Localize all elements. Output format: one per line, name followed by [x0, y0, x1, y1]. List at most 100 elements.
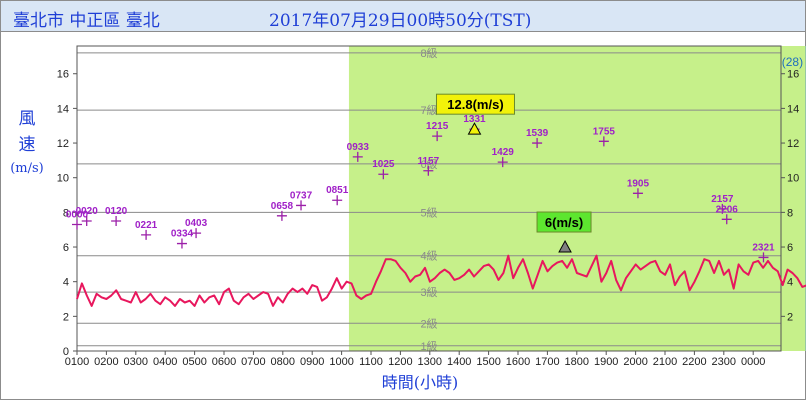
gust-marker — [81, 216, 92, 227]
right-tick-label: 8 — [787, 207, 793, 219]
gust-time-label: 0933 — [347, 142, 370, 153]
gust-time-label: 1905 — [627, 178, 650, 189]
gust-marker — [532, 138, 543, 149]
beaufort-level-label: 1級 — [420, 340, 437, 353]
x-axis-label: 時間(小時) — [382, 373, 459, 392]
title-bar: 臺北市 中正區 臺北 2017年07月29日00時50分(TST) — [1, 1, 805, 32]
gust-marker — [72, 219, 82, 230]
gust-marker — [296, 200, 307, 211]
beaufort-level-label: 5級 — [420, 206, 437, 219]
x-tick-label: 2300 — [712, 356, 736, 368]
gust-time-label: 1429 — [492, 147, 515, 158]
gust-time-label: 0658 — [271, 201, 294, 212]
latest-wind-label: 6(m/s) — [545, 215, 583, 230]
y-axis-label-su: 速 — [19, 135, 36, 155]
gust-time-label: 0120 — [105, 206, 128, 217]
latest-wind-box — [536, 211, 592, 233]
observation-datetime: 2017年07月29日00時50分(TST) — [269, 11, 532, 31]
gust-time-label: 0737 — [290, 190, 313, 201]
x-tick-label: 1800 — [565, 356, 589, 368]
x-tick-label: 1200 — [388, 356, 412, 368]
gust-time-label: 0334 — [171, 229, 194, 240]
x-tick-label: 0100 — [65, 356, 89, 368]
gust-time-label: 1331 — [463, 114, 486, 125]
x-tick-label: 0300 — [124, 356, 148, 368]
gust-time-label: 1157 — [417, 156, 439, 167]
gust-time-label: 0020 — [76, 206, 99, 217]
right-tick-label: 10 — [787, 173, 799, 185]
gust-time-label: 0851 — [326, 185, 349, 196]
gust-marker — [352, 151, 363, 162]
right-tick-label: 4 — [787, 277, 793, 289]
y-axis-label-unit: (m/s) — [10, 161, 44, 176]
gust-marker — [423, 165, 434, 176]
max-gust-label: 12.8(m/s) — [447, 97, 503, 112]
beaufort-level-label: 6級 — [420, 158, 437, 171]
right-tick-label: 12 — [787, 138, 799, 150]
beaufort-level-label: 4級 — [420, 250, 437, 263]
gust-marker — [721, 214, 732, 225]
y-tick-label: 14 — [57, 103, 69, 115]
gust-marker — [276, 210, 287, 221]
latest-wind-marker — [558, 239, 572, 253]
beaufort-level-label: 3級 — [420, 286, 437, 299]
beaufort-level-label: 8級 — [420, 47, 437, 60]
gust-time-label: 1215 — [426, 121, 449, 132]
gust-marker — [332, 195, 343, 206]
x-tick-label: 0200 — [94, 356, 118, 368]
gust-time-label: 0221 — [135, 220, 158, 231]
x-tick-label: 1600 — [506, 356, 530, 368]
gust-marker — [432, 131, 443, 142]
gust-marker — [758, 252, 769, 263]
x-tick-label: 1300 — [418, 356, 442, 368]
y-tick-label: 16 — [57, 69, 69, 81]
y-tick-label: 4 — [63, 277, 69, 289]
y-axis-label-feng: 風 — [19, 109, 36, 129]
gust-marker — [176, 238, 187, 249]
day-label-previous: (28) — [782, 55, 803, 69]
mean-wind-line — [76, 254, 806, 307]
x-tick-label: 0900 — [300, 356, 324, 368]
x-tick-label: 0800 — [271, 356, 295, 368]
x-tick-label: 0400 — [153, 356, 177, 368]
x-tick-label: 0500 — [182, 356, 206, 368]
y-tick-label: 6 — [63, 242, 69, 254]
gust-time-label: 2206 — [716, 204, 739, 215]
y-tick-label: 10 — [57, 173, 69, 185]
x-tick-label: 1700 — [535, 356, 559, 368]
gust-time-label: 2321 — [752, 242, 775, 253]
beaufort-level-label: 2級 — [420, 317, 437, 330]
y-tick-label: 12 — [57, 138, 69, 150]
gust-marker — [632, 188, 643, 199]
y-tick-label: 0 — [63, 346, 69, 358]
gust-time-label: 2157 — [711, 194, 734, 205]
gust-time-label: 0000 — [66, 209, 89, 220]
gust-marker — [717, 203, 728, 214]
right-tick-label: 16 — [787, 69, 799, 81]
x-tick-label: 1900 — [594, 356, 618, 368]
plot-border — [76, 45, 782, 352]
gust-marker — [598, 136, 609, 147]
y-tick-label: 2 — [63, 311, 69, 323]
y-tick-label: 8 — [63, 207, 69, 219]
gust-time-label: 1539 — [526, 128, 549, 139]
x-tick-label: 0600 — [212, 356, 236, 368]
gust-marker — [191, 228, 202, 239]
station-name: 臺北市 中正區 臺北 — [13, 11, 160, 31]
x-tick-label: 0700 — [241, 356, 265, 368]
x-tick-label: 2200 — [682, 356, 706, 368]
gust-time-label: 1755 — [593, 126, 616, 137]
beaufort-level-label: 7級 — [420, 104, 437, 117]
right-tick-label: 6 — [787, 242, 793, 254]
x-tick-label: 1500 — [476, 356, 500, 368]
gust-marker — [378, 169, 389, 180]
x-tick-label: 2000 — [623, 356, 647, 368]
gust-marker — [141, 229, 152, 240]
daytime-shade — [348, 46, 806, 351]
gust-time-label: 0403 — [185, 218, 208, 229]
max-gust-box — [435, 93, 515, 115]
max-gust-marker — [467, 122, 482, 135]
x-tick-label: 1000 — [329, 356, 353, 368]
right-tick-label: 2 — [787, 311, 793, 323]
